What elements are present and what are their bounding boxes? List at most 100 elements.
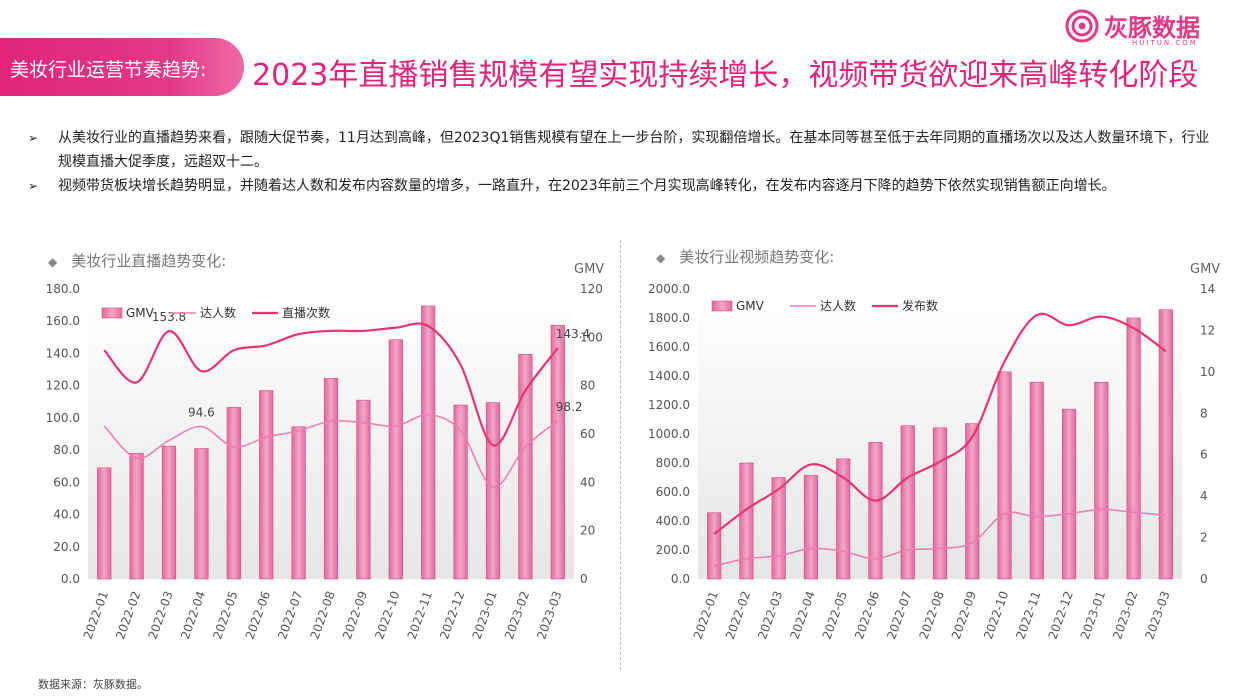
live-chart-title: ◆ 美妆行业直播趋势变化: [48, 252, 227, 270]
gmv-bar [518, 353, 533, 580]
x-tick-label: 2023-02 [1110, 589, 1140, 641]
x-tick-label: 2022-11 [405, 589, 435, 641]
y2-tick-label: 8 [1200, 406, 1208, 420]
bullet-item: ➢ 从美妆行业的直播趋势来看，跟随大促节奏，11月达到高峰，但2023Q1销售规… [28, 126, 1218, 174]
y2-tick-label: 0 [1200, 572, 1208, 586]
y-tick-label: 160.0 [46, 314, 80, 328]
y2-axis-label: GMV [574, 262, 604, 277]
x-tick-label: 2023-01 [470, 589, 500, 641]
legend-label: 发布数 [902, 298, 938, 313]
bullet-text: 视频带货板块增长趋势明显，并随着达人数和发布内容数量的增多，一路直升，在2023… [58, 178, 1116, 194]
y2-tick-label: 20 [580, 524, 595, 538]
x-tick-label: 2022-12 [1046, 589, 1076, 641]
y2-tick-label: 12 [1200, 323, 1215, 337]
y-tick-label: 0.0 [61, 572, 80, 586]
gmv-bar [1158, 309, 1173, 580]
gmv-bar [707, 512, 722, 580]
x-tick-label: 2022-09 [340, 589, 370, 641]
data-source: 数据来源：灰豚数据。 [38, 678, 148, 691]
series-line-talent [103, 413, 559, 488]
gmv-bar [997, 371, 1012, 580]
x-tick-label: 2022-03 [755, 589, 785, 641]
y2-tick-label: 4 [1200, 489, 1208, 503]
y-tick-label: 1400.0 [648, 369, 690, 383]
gmv-bar [1094, 381, 1109, 580]
y2-tick-label: 120 [580, 282, 603, 296]
x-tick-label: 2022-02 [723, 589, 753, 641]
gmv-bar [129, 453, 144, 580]
x-tick-label: 2022-05 [820, 589, 850, 641]
y2-tick-label: 60 [580, 427, 595, 441]
y-tick-label: 100.0 [46, 411, 80, 425]
live-trend-chart: 0.0 20.0 40.0 60.0 80.0 100.0 120.0 140.0 160.0 1… [46, 262, 605, 641]
section-tag-label: 美妆行业运营节奏趋势: [10, 59, 207, 81]
x-tick-label: 2022-04 [787, 589, 817, 641]
gmv-bar [485, 402, 501, 580]
x-tick-label: 2022-03 [146, 589, 176, 641]
gmv-bar [453, 404, 468, 580]
gmv-bar [421, 305, 436, 580]
y-tick-label: 180.0 [46, 282, 80, 296]
x-tick-label: 2022-05 [210, 589, 240, 641]
x-tick-label: 2023-01 [1078, 589, 1108, 641]
y-tick-label: 1600.0 [648, 340, 690, 354]
x-tick-label: 2022-08 [308, 589, 338, 641]
x-tick-label: 2022-10 [372, 589, 402, 641]
gmv-bar [1126, 317, 1141, 580]
gmv-bar [900, 425, 915, 580]
series-line-count [103, 322, 559, 447]
x-tick-label: 2022-10 [981, 589, 1011, 641]
gmv-bar [1061, 408, 1077, 580]
legend-swatch-gmv [101, 307, 123, 319]
bullet-text: 从美妆行业的直播趋势来看，跟随大促节奏，11月达到高峰，但2023Q1销售规模有… [58, 130, 1210, 170]
y-tick-label: 600.0 [656, 485, 690, 499]
logo-text: 灰豚数据 [1104, 14, 1200, 42]
gmv-bar [1029, 381, 1044, 580]
x-tick-label: 2022-02 [113, 589, 143, 641]
x-tick-label: 2023-03 [534, 589, 564, 641]
y-tick-label: 20.0 [53, 540, 80, 554]
bullet-arrow-icon: ➢ [28, 131, 39, 145]
y2-tick-label: 2 [1200, 531, 1208, 545]
gmv-bar [771, 477, 786, 580]
x-tick-label: 2022-07 [275, 589, 305, 641]
series-line-talent [713, 508, 1166, 567]
video-trend-chart: 0.0 200.0 400.0 600.0 800.0 1000.0 1200.0 1400.… [648, 262, 1220, 641]
gmv-bar [194, 448, 209, 580]
legend-label: 达人数 [200, 305, 236, 320]
gmv-bar [836, 458, 851, 580]
y2-axis-label: GMV [1190, 262, 1220, 277]
x-tick-label: 2022-07 [884, 589, 914, 641]
legend-label: GMV [736, 299, 765, 313]
gmv-bar [356, 399, 371, 580]
logo-swirl-icon [1065, 9, 1099, 43]
gmv-bar [161, 445, 177, 580]
y-tick-label: 800.0 [656, 456, 690, 470]
section-tag: 美妆行业运营节奏趋势: [0, 38, 244, 96]
legend-swatch-gmv [711, 300, 733, 312]
gmv-bar [965, 423, 980, 580]
x-tick-label: 2022-04 [178, 589, 208, 641]
x-tick-label: 2023-02 [502, 589, 532, 641]
y-tick-label: 200.0 [656, 543, 690, 557]
y2-tick-label: 40 [580, 475, 595, 489]
y-tick-label: 120.0 [46, 379, 80, 393]
brand-logo: 灰豚数据 HUITUN.COM [1062, 6, 1222, 50]
page-title: 2023年直播销售规模有望实现持续增长，视频带货欲迎来高峰转化阶段 [252, 58, 1199, 93]
gmv-bar [550, 324, 565, 580]
gmv-bar [291, 426, 306, 580]
y2-tick-label: 6 [1200, 448, 1208, 462]
y2-tick-label: 14 [1200, 282, 1215, 296]
data-label: 143.4 [556, 327, 590, 341]
y-tick-label: 1000.0 [648, 427, 690, 441]
gmv-bar [739, 462, 754, 580]
legend-label: GMV [126, 306, 155, 320]
y-tick-label: 1200.0 [648, 398, 690, 412]
x-tick-label: 2022-01 [691, 589, 721, 641]
gmv-bar [323, 378, 339, 580]
bullet-item: ➢ 视频带货板块增长趋势明显，并随着达人数和发布内容数量的增多，一路直升，在20… [28, 174, 1218, 198]
x-tick-label: 2022-11 [1013, 589, 1043, 641]
y2-tick-label: 10 [1200, 365, 1215, 379]
gmv-bar [388, 339, 403, 580]
x-tick-label: 2022-06 [243, 589, 273, 641]
